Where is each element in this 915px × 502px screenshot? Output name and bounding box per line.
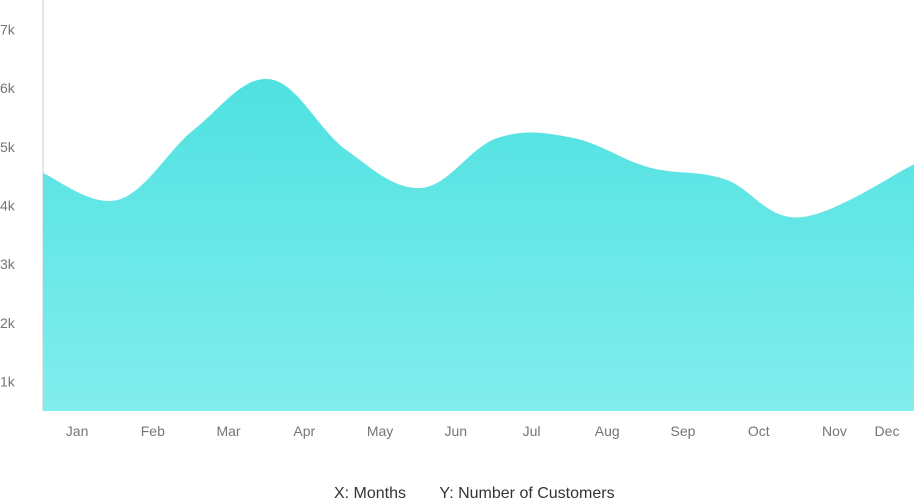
x-axis: Jan Feb Mar Apr May Jun Jul Aug Sep Oct Nov Dec — [66, 423, 900, 439]
y-axis: 1k 2k 3k 4k 5k 6k 7k — [0, 0, 44, 411]
y-tick-label: 4k — [0, 198, 16, 214]
y-tick-label: 2k — [0, 315, 16, 331]
x-tick-label: Feb — [141, 423, 165, 439]
y-tick-label: 5k — [0, 139, 16, 155]
y-tick-label: 3k — [0, 256, 16, 272]
x-tick-label: Oct — [748, 423, 770, 439]
x-tick-label: Jan — [66, 423, 89, 439]
y-tick-label: 1k — [0, 374, 16, 390]
x-tick-label: Dec — [875, 423, 900, 439]
y-tick-label: 6k — [0, 80, 16, 96]
x-tick-label: Jul — [523, 423, 541, 439]
x-tick-label: May — [367, 423, 393, 439]
y-tick-label: 7k — [0, 21, 16, 37]
x-tick-label: Aug — [595, 423, 620, 439]
x-tick-label: Jun — [444, 423, 467, 439]
x-tick-label: Nov — [822, 423, 847, 439]
series-area-group — [43, 78, 914, 412]
axis-legend: X: Months Y: Number of Customers — [334, 485, 615, 502]
x-tick-label: Sep — [671, 423, 696, 439]
legend-x-label: X: Months — [334, 485, 406, 502]
x-tick-label: Apr — [293, 423, 315, 439]
x-tick-label: Mar — [216, 423, 240, 439]
series-area — [43, 78, 914, 412]
legend-y-label: Y: Number of Customers — [439, 485, 614, 502]
